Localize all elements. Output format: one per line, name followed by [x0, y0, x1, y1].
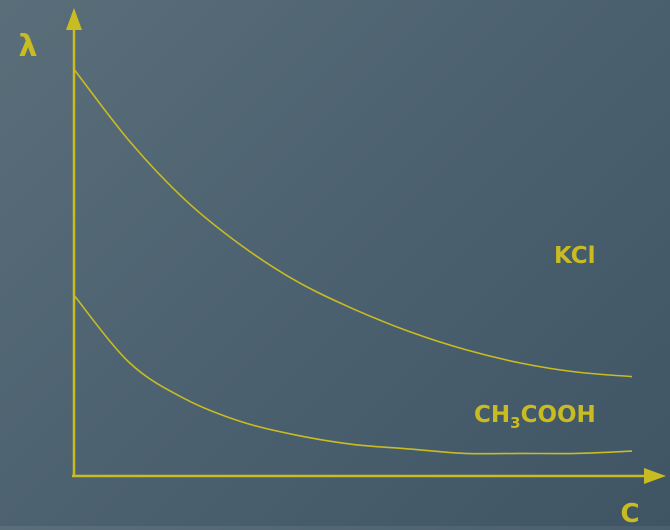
x-axis-arrow [644, 468, 666, 484]
series-line-kcl [73, 68, 633, 378]
series-label-ch3cooh-subscript: 3 [510, 414, 520, 432]
y-axis-label: λ [19, 29, 38, 64]
series-label-kcl: KCl [554, 243, 596, 269]
y-axis-arrow [66, 8, 82, 30]
series-label-ch3cooh-main: CH [474, 402, 510, 428]
series-line-ch3cooh [73, 294, 633, 455]
series-label-ch3cooh: CH3COOH [474, 402, 596, 432]
series-label-ch3cooh-tail: COOH [521, 402, 596, 428]
x-axis-label: C [620, 499, 639, 526]
series-group [73, 68, 633, 455]
